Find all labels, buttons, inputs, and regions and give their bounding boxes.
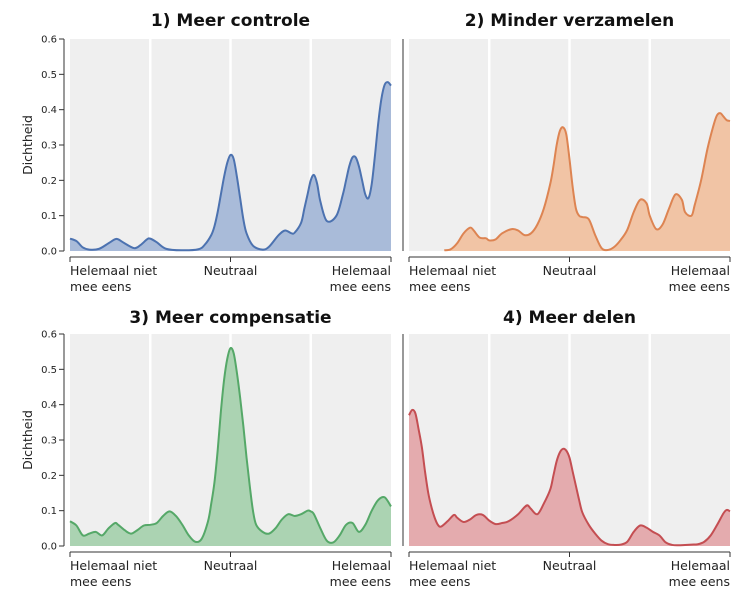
y-tick-label: 0.5 — [41, 365, 57, 376]
x-tick-label: Helemaal — [671, 558, 730, 573]
y-tick-label: 0.0 — [41, 247, 57, 258]
density-area — [70, 347, 391, 546]
y-axis-label: Dichtheid — [20, 115, 35, 175]
y-tick-label: 0.0 — [41, 542, 57, 553]
x-tick-label: Helemaal niet — [409, 263, 496, 278]
x-tick-label: Neutraal — [543, 263, 597, 278]
y-tick-label: 0.2 — [41, 176, 57, 187]
y-tick-label: 0.4 — [41, 105, 57, 116]
x-tick-label: Helemaal niet — [70, 263, 157, 278]
x-tick-label: Helemaal niet — [409, 558, 496, 573]
x-tick-label: mee eens — [409, 574, 470, 589]
y-tick-label: 0.1 — [41, 211, 57, 222]
density-line — [444, 112, 731, 252]
x-tick-label: mee eens — [409, 279, 470, 294]
y-tick-label: 0.6 — [41, 35, 57, 46]
x-tick-label: Helemaal niet — [70, 558, 157, 573]
density-line — [408, 408, 731, 547]
x-tick-label: Neutraal — [204, 558, 258, 573]
y-tick-label: 0.2 — [41, 471, 57, 482]
x-tick-label: mee eens — [669, 574, 730, 589]
x-tick-label: Neutraal — [543, 558, 597, 573]
y-tick-label: 0.6 — [41, 330, 57, 341]
y-tick-label: 0.3 — [41, 141, 57, 152]
x-tick-label: mee eens — [330, 574, 391, 589]
x-tick-label: Neutraal — [204, 263, 258, 278]
panel-title: 1) Meer controle — [151, 11, 310, 31]
x-tick-label: Helemaal — [332, 263, 391, 278]
x-tick-label: Helemaal — [671, 263, 730, 278]
y-axis-label: Dichtheid — [20, 410, 35, 470]
density-line — [69, 346, 392, 544]
panel-title: 3) Meer compensatie — [129, 308, 331, 328]
x-tick-label: mee eens — [70, 574, 131, 589]
panel-title: 2) Minder verzamelen — [465, 11, 674, 31]
density-area — [444, 113, 730, 251]
y-tick-label: 0.1 — [41, 506, 57, 517]
x-tick-label: Helemaal — [332, 558, 391, 573]
panel-title: 4) Meer delen — [503, 308, 636, 328]
density-area — [409, 409, 730, 546]
x-tick-label: mee eens — [330, 279, 391, 294]
y-tick-label: 0.5 — [41, 70, 57, 81]
x-tick-label: mee eens — [669, 279, 730, 294]
density-line — [69, 81, 392, 252]
y-tick-label: 0.3 — [41, 436, 57, 447]
x-tick-label: mee eens — [70, 279, 131, 294]
y-tick-label: 0.4 — [41, 400, 57, 411]
density-area — [70, 82, 391, 251]
